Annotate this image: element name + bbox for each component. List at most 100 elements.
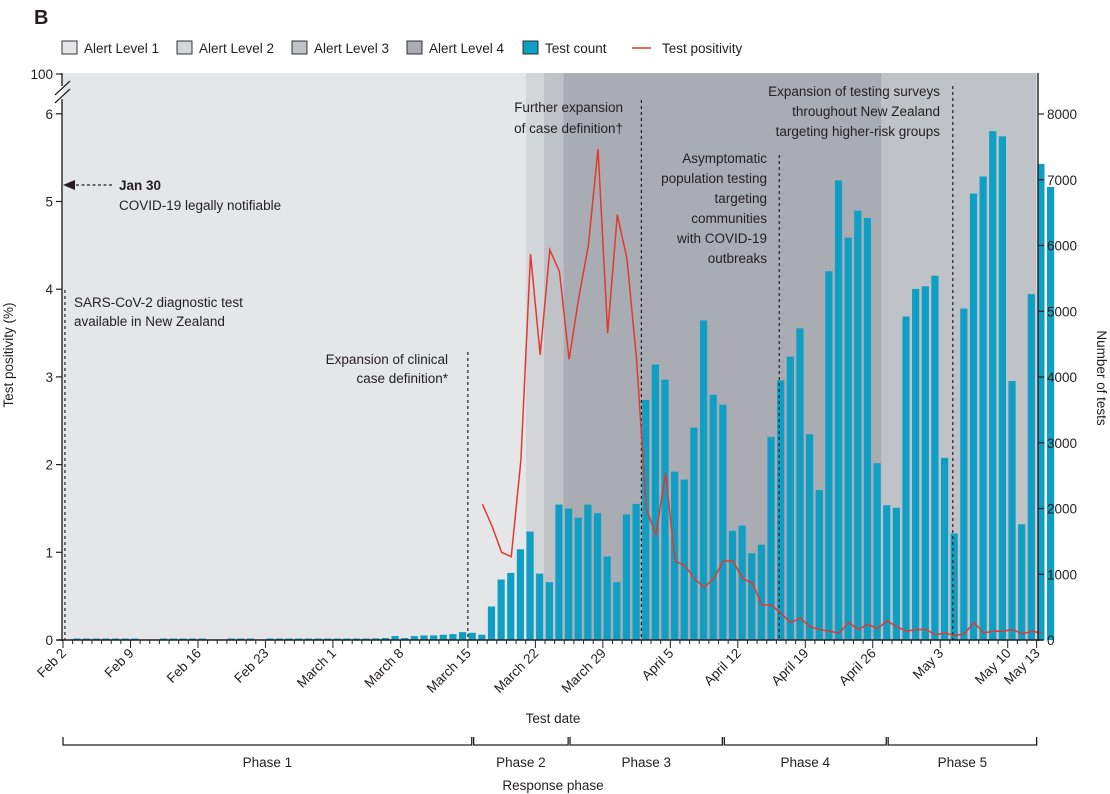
test-count-bar bbox=[314, 638, 322, 640]
test-count-bar bbox=[613, 582, 621, 640]
test-count-bar bbox=[989, 131, 997, 640]
annotation-asymptomatic-line: Asymptomatic bbox=[682, 151, 767, 166]
test-count-bar bbox=[748, 553, 756, 640]
test-count-bar bbox=[198, 638, 206, 640]
phase-bracket bbox=[887, 737, 1038, 746]
test-count-bar bbox=[642, 400, 650, 640]
test-count-bar bbox=[131, 638, 139, 640]
test-count-bar bbox=[603, 556, 611, 640]
test-count-bar bbox=[902, 316, 910, 640]
y-right-tick-label: 3000 bbox=[1047, 436, 1077, 451]
x-tick-label: Feb 2 bbox=[34, 646, 69, 681]
x-tick-label: April 5 bbox=[639, 646, 677, 684]
test-count-bar bbox=[931, 275, 939, 640]
test-count-bar bbox=[246, 638, 255, 640]
y-left-tick-label: 5 bbox=[45, 195, 53, 210]
legend-label: Test positivity bbox=[662, 41, 743, 56]
legend-swatch bbox=[291, 40, 308, 55]
test-count-bar bbox=[189, 638, 197, 640]
test-count-bar bbox=[507, 572, 515, 640]
annotation-asymptomatic-line: communities bbox=[691, 211, 767, 226]
x-tick-label: Feb 23 bbox=[231, 646, 271, 686]
response-phase-title: Response phase bbox=[502, 778, 603, 793]
test-count-bar bbox=[333, 638, 341, 640]
test-count-bar bbox=[478, 634, 486, 640]
phase-bracket bbox=[723, 737, 887, 746]
x-tick-label: April 19 bbox=[768, 646, 811, 689]
test-count-bar bbox=[430, 635, 438, 640]
phase-bracket bbox=[569, 737, 724, 746]
y-right-tick-label: 5000 bbox=[1047, 304, 1077, 319]
test-count-bar bbox=[854, 210, 862, 640]
test-count-bar bbox=[391, 636, 399, 640]
test-count-bar bbox=[825, 271, 833, 640]
test-count-bar bbox=[719, 404, 727, 640]
legend-swatch bbox=[176, 40, 193, 55]
test-count-bar bbox=[622, 514, 631, 640]
test-count-bar bbox=[940, 457, 949, 640]
test-count-bar bbox=[169, 638, 177, 640]
test-count-bar bbox=[873, 463, 881, 640]
test-count-bar bbox=[295, 638, 303, 640]
phase-label: Phase 3 bbox=[621, 755, 671, 770]
test-count-bar bbox=[565, 508, 573, 640]
annotation-surveys-line: Expansion of testing surveys bbox=[768, 84, 940, 99]
test-count-bars bbox=[73, 131, 1055, 641]
test-count-bar bbox=[680, 479, 688, 640]
test-count-bar bbox=[516, 549, 524, 640]
axis-break-mark bbox=[54, 88, 71, 104]
axes bbox=[54, 73, 1043, 641]
test-count-bar bbox=[304, 638, 312, 640]
annotation-asymptomatic-line: targeting bbox=[714, 191, 767, 206]
test-count-bar bbox=[757, 544, 765, 640]
test-count-bar bbox=[420, 635, 428, 640]
x-tick-label: March 22 bbox=[491, 646, 541, 696]
test-count-bar bbox=[969, 193, 978, 640]
annotation-sars-line: available in New Zealand bbox=[74, 314, 225, 329]
test-count-bar bbox=[401, 638, 409, 640]
phase-label: Phase 4 bbox=[781, 755, 831, 770]
phase-bracket bbox=[62, 737, 473, 746]
test-count-bar bbox=[449, 634, 457, 640]
test-count-bar bbox=[892, 507, 900, 640]
alert-level-1-band bbox=[63, 73, 526, 640]
test-count-bar bbox=[410, 636, 418, 640]
test-count-bar bbox=[526, 531, 534, 640]
legend-swatch bbox=[522, 40, 539, 55]
test-count-bar bbox=[536, 573, 544, 640]
test-count-bar bbox=[545, 582, 553, 640]
y-left-tick-label: 2 bbox=[45, 458, 53, 473]
annotation-clinical-line: case definition* bbox=[356, 371, 448, 386]
y-left-tick-label: 0 bbox=[45, 633, 53, 648]
y-right-tick-label: 4000 bbox=[1047, 370, 1077, 385]
test-count-bar bbox=[497, 579, 505, 640]
test-count-bar bbox=[796, 328, 804, 640]
legend-label: Alert Level 3 bbox=[314, 41, 389, 56]
test-count-bar bbox=[266, 638, 274, 640]
response-phases: Phase 1 Phase 2 Phase 3 Phase 4 Phase 5 bbox=[62, 737, 1038, 770]
test-count-bar bbox=[728, 530, 737, 640]
test-count-bar bbox=[487, 606, 496, 640]
test-count-bar bbox=[806, 434, 814, 640]
y-left-tick-label: 3 bbox=[45, 370, 53, 385]
legend-label: Test count bbox=[545, 41, 607, 56]
test-count-bar bbox=[372, 638, 380, 640]
legend: Alert Level 1 Alert Level 2 Alert Level 3 A… bbox=[61, 40, 743, 56]
x-axis-title: Test date bbox=[526, 711, 581, 726]
annotation-further-line: Further expansion bbox=[514, 100, 623, 115]
y-right-tick-label: 2000 bbox=[1047, 502, 1077, 517]
test-count-bar bbox=[690, 427, 698, 640]
test-count-bar bbox=[73, 638, 81, 640]
x-tick-label: March 1 bbox=[294, 646, 339, 691]
test-count-bar bbox=[998, 136, 1006, 641]
test-count-bar bbox=[574, 517, 582, 640]
test-count-bar bbox=[834, 180, 843, 640]
test-count-bar bbox=[709, 394, 717, 640]
test-count-bar bbox=[555, 504, 563, 640]
annotations: Jan 30 COVID-19 legally notifiable SARS-Co… bbox=[63, 84, 940, 386]
x-tick-label: Feb 16 bbox=[164, 646, 204, 686]
y-right-tick-label: 8000 bbox=[1047, 107, 1077, 122]
test-count-bar bbox=[912, 288, 920, 640]
annotation-asymptomatic-line: outbreaks bbox=[708, 251, 768, 266]
